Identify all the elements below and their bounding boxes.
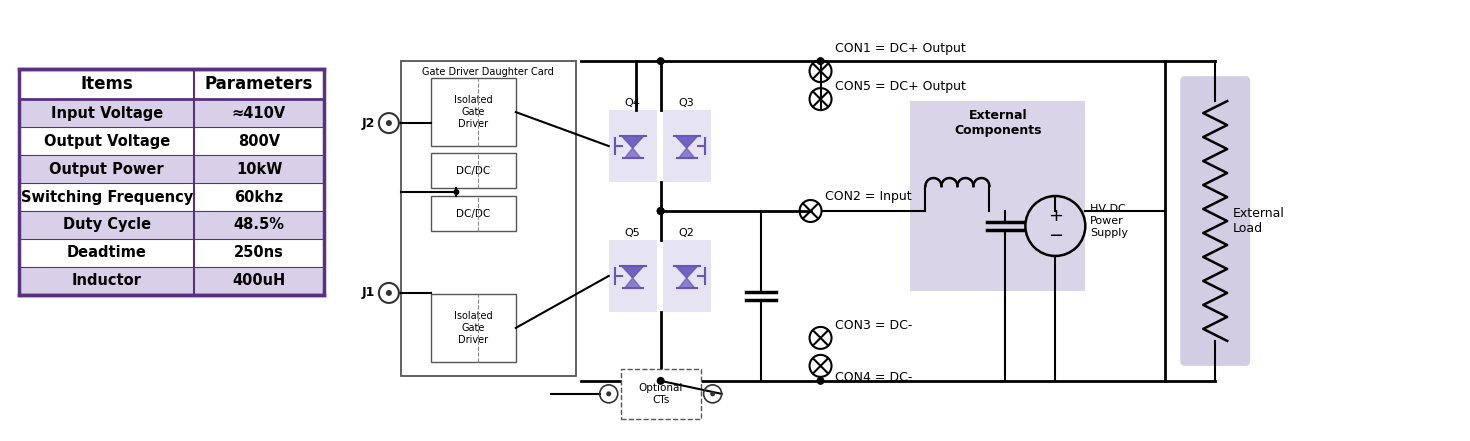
Polygon shape bbox=[622, 136, 644, 148]
Circle shape bbox=[816, 377, 825, 385]
Text: CON3 = DC-: CON3 = DC- bbox=[835, 319, 911, 332]
Text: Parameters: Parameters bbox=[204, 75, 313, 93]
Circle shape bbox=[453, 189, 459, 195]
Text: CON5 = DC+ Output: CON5 = DC+ Output bbox=[835, 80, 966, 93]
Bar bbox=[431, 153, 516, 188]
Polygon shape bbox=[625, 278, 641, 288]
Text: Duty Cycle: Duty Cycle bbox=[63, 217, 151, 232]
Bar bbox=[19, 183, 323, 211]
Text: 400uH: 400uH bbox=[232, 273, 285, 288]
Polygon shape bbox=[622, 266, 644, 278]
Text: 60khz: 60khz bbox=[234, 190, 284, 205]
Text: Output Voltage: Output Voltage bbox=[44, 134, 169, 149]
Circle shape bbox=[387, 290, 392, 296]
Text: J2: J2 bbox=[362, 116, 375, 130]
Circle shape bbox=[657, 207, 664, 215]
Bar bbox=[19, 99, 323, 127]
Bar bbox=[19, 69, 323, 295]
Text: Output Power: Output Power bbox=[50, 161, 165, 176]
Text: External
Load: External Load bbox=[1233, 207, 1285, 235]
Bar bbox=[19, 211, 323, 239]
Text: DC/DC: DC/DC bbox=[456, 209, 491, 218]
Bar bbox=[431, 196, 516, 231]
Bar bbox=[609, 240, 657, 312]
Text: Inductor: Inductor bbox=[72, 273, 141, 288]
Text: Q5: Q5 bbox=[625, 228, 641, 238]
Text: CON1 = DC+ Output: CON1 = DC+ Output bbox=[835, 42, 966, 55]
Polygon shape bbox=[676, 266, 698, 278]
Bar bbox=[609, 110, 657, 182]
Text: −: − bbox=[1048, 227, 1063, 245]
Text: Isolated
Gate
Driver: Isolated Gate Driver bbox=[454, 96, 492, 129]
Bar bbox=[19, 239, 323, 267]
Polygon shape bbox=[679, 278, 695, 288]
Circle shape bbox=[387, 120, 392, 126]
FancyBboxPatch shape bbox=[1180, 76, 1250, 366]
Circle shape bbox=[606, 391, 612, 396]
Bar bbox=[19, 155, 323, 183]
Bar bbox=[19, 267, 323, 295]
Polygon shape bbox=[625, 148, 641, 158]
Circle shape bbox=[657, 207, 664, 215]
Text: J1: J1 bbox=[362, 287, 375, 299]
Text: Optional
CTs: Optional CTs bbox=[638, 383, 684, 405]
Text: Q2: Q2 bbox=[679, 228, 695, 238]
Text: Q3: Q3 bbox=[679, 98, 694, 108]
Bar bbox=[431, 294, 516, 362]
Text: 10kW: 10kW bbox=[235, 161, 282, 176]
Bar bbox=[663, 240, 710, 312]
Text: External
Components: External Components bbox=[954, 109, 1042, 137]
Bar bbox=[401, 61, 576, 376]
Bar bbox=[19, 69, 323, 99]
Text: Switching Frequency: Switching Frequency bbox=[21, 190, 193, 205]
Text: 800V: 800V bbox=[238, 134, 281, 149]
Text: Input Voltage: Input Voltage bbox=[50, 105, 163, 120]
Text: 48.5%: 48.5% bbox=[234, 217, 285, 232]
Text: ≈410V: ≈410V bbox=[232, 105, 287, 120]
Polygon shape bbox=[676, 136, 698, 148]
Text: Items: Items bbox=[81, 75, 132, 93]
Text: Isolated
Gate
Driver: Isolated Gate Driver bbox=[454, 311, 492, 344]
Circle shape bbox=[816, 57, 825, 65]
Text: CON4 = DC-: CON4 = DC- bbox=[835, 371, 911, 384]
Text: +: + bbox=[1048, 207, 1063, 225]
Text: Q4: Q4 bbox=[625, 98, 641, 108]
Circle shape bbox=[710, 391, 714, 396]
Text: 250ns: 250ns bbox=[234, 246, 284, 261]
Text: DC/DC: DC/DC bbox=[456, 165, 491, 176]
Text: CON2 = Input: CON2 = Input bbox=[825, 190, 911, 203]
Text: Deadtime: Deadtime bbox=[66, 246, 147, 261]
Bar bbox=[663, 110, 710, 182]
Bar bbox=[431, 78, 516, 146]
Bar bbox=[19, 127, 323, 155]
Bar bbox=[620, 369, 701, 419]
Circle shape bbox=[657, 57, 664, 65]
Polygon shape bbox=[679, 148, 695, 158]
Text: HV DC
Power
Supply: HV DC Power Supply bbox=[1091, 204, 1129, 238]
Bar bbox=[910, 101, 1085, 291]
Circle shape bbox=[657, 377, 664, 385]
Text: Gate Driver Daughter Card: Gate Driver Daughter Card bbox=[422, 67, 554, 77]
